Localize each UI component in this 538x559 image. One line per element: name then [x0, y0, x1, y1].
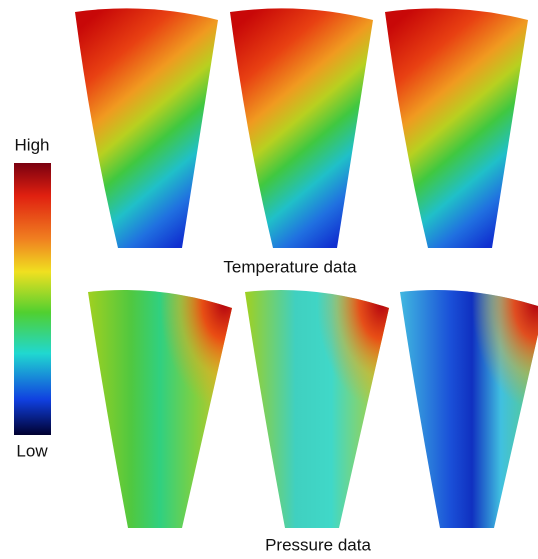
- blade-map: [385, 8, 528, 248]
- blade-map: [230, 8, 373, 248]
- blade-map: [75, 8, 218, 248]
- blade-hotspot: [88, 290, 232, 528]
- colorbar: [14, 163, 51, 435]
- blade-hotspot: [245, 290, 389, 528]
- page: High Low Temperature data Pressure data …: [0, 0, 538, 559]
- colorbar-low: Low: [16, 441, 48, 460]
- colorbar-high: High: [15, 135, 50, 154]
- pressure-label: Pressure data: [265, 535, 371, 554]
- temperature-maps: [75, 8, 528, 248]
- temperature-label: Temperature data: [223, 257, 357, 276]
- pressure-maps: [88, 290, 538, 528]
- blade-hotspot: [400, 290, 538, 528]
- figure: High Low Temperature data Pressure data: [0, 0, 538, 559]
